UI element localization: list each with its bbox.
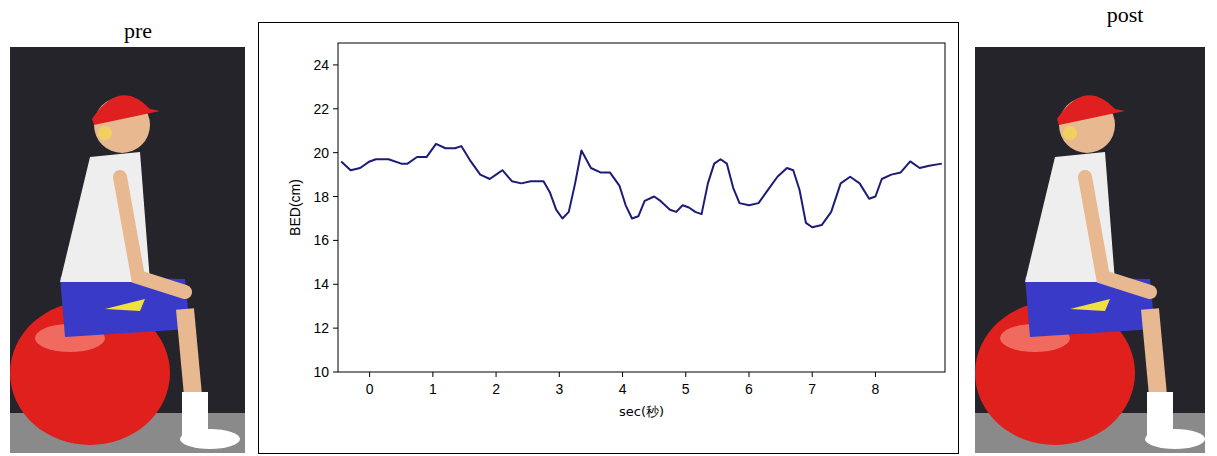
- chart-area: [259, 23, 959, 454]
- x-tick-label: 8: [872, 381, 880, 397]
- x-tick-label: 3: [555, 381, 563, 397]
- photo-background: [10, 47, 245, 453]
- x-tick: [875, 372, 876, 377]
- photo-background: [975, 47, 1205, 453]
- y-tick-label: 10: [313, 364, 329, 380]
- y-tick-label: 14: [313, 276, 329, 292]
- x-tick-label: 5: [682, 381, 690, 397]
- x-tick-label: 6: [745, 381, 753, 397]
- x-tick-label: 7: [808, 381, 816, 397]
- x-tick: [748, 372, 749, 377]
- photo-label: post: [1107, 2, 1144, 27]
- y-tick-label: 24: [313, 57, 329, 73]
- y-tick: [333, 108, 338, 109]
- y-tick: [333, 64, 338, 65]
- y-tick: [333, 372, 338, 373]
- shoe: [180, 429, 240, 449]
- x-tick: [685, 372, 686, 377]
- x-tick: [559, 372, 560, 377]
- x-tick: [812, 372, 813, 377]
- x-axis-title: sec(秒): [619, 404, 664, 419]
- plot-marks: [341, 144, 942, 227]
- y-tick-label: 18: [313, 189, 329, 205]
- ear-sensor: [98, 126, 112, 140]
- figure: prepost1012141618202224012345678BED(cm)s…: [0, 0, 1217, 456]
- shoe: [1145, 429, 1205, 449]
- ear-sensor: [1063, 126, 1077, 140]
- x-tick: [432, 372, 433, 377]
- arm: [120, 177, 185, 292]
- cap: [1057, 95, 1125, 125]
- x-tick: [622, 372, 623, 377]
- photo: [10, 47, 245, 453]
- photo-label: pre: [124, 18, 152, 43]
- y-tick-label: 20: [313, 145, 329, 161]
- y-tick: [333, 196, 338, 197]
- shorts-mark: [105, 299, 145, 311]
- plot-frame: [338, 43, 945, 372]
- shorts-mark: [1070, 299, 1110, 311]
- x-tick-label: 0: [366, 381, 374, 397]
- data-line: [341, 144, 942, 227]
- y-tick: [333, 240, 338, 241]
- y-axis-title: BED(cm): [287, 179, 303, 236]
- photo: [975, 47, 1205, 453]
- cap: [92, 95, 160, 125]
- x-tick: [369, 372, 370, 377]
- y-tick-label: 12: [313, 320, 329, 336]
- y-tick-label: 16: [313, 232, 329, 248]
- y-tick-label: 22: [313, 101, 329, 117]
- x-tick-label: 1: [429, 381, 437, 397]
- arm: [1085, 177, 1150, 292]
- y-tick: [333, 328, 338, 329]
- y-tick: [333, 284, 338, 285]
- x-tick: [496, 372, 497, 377]
- x-tick-label: 2: [492, 381, 500, 397]
- x-tick-label: 4: [619, 381, 627, 397]
- y-tick: [333, 152, 338, 153]
